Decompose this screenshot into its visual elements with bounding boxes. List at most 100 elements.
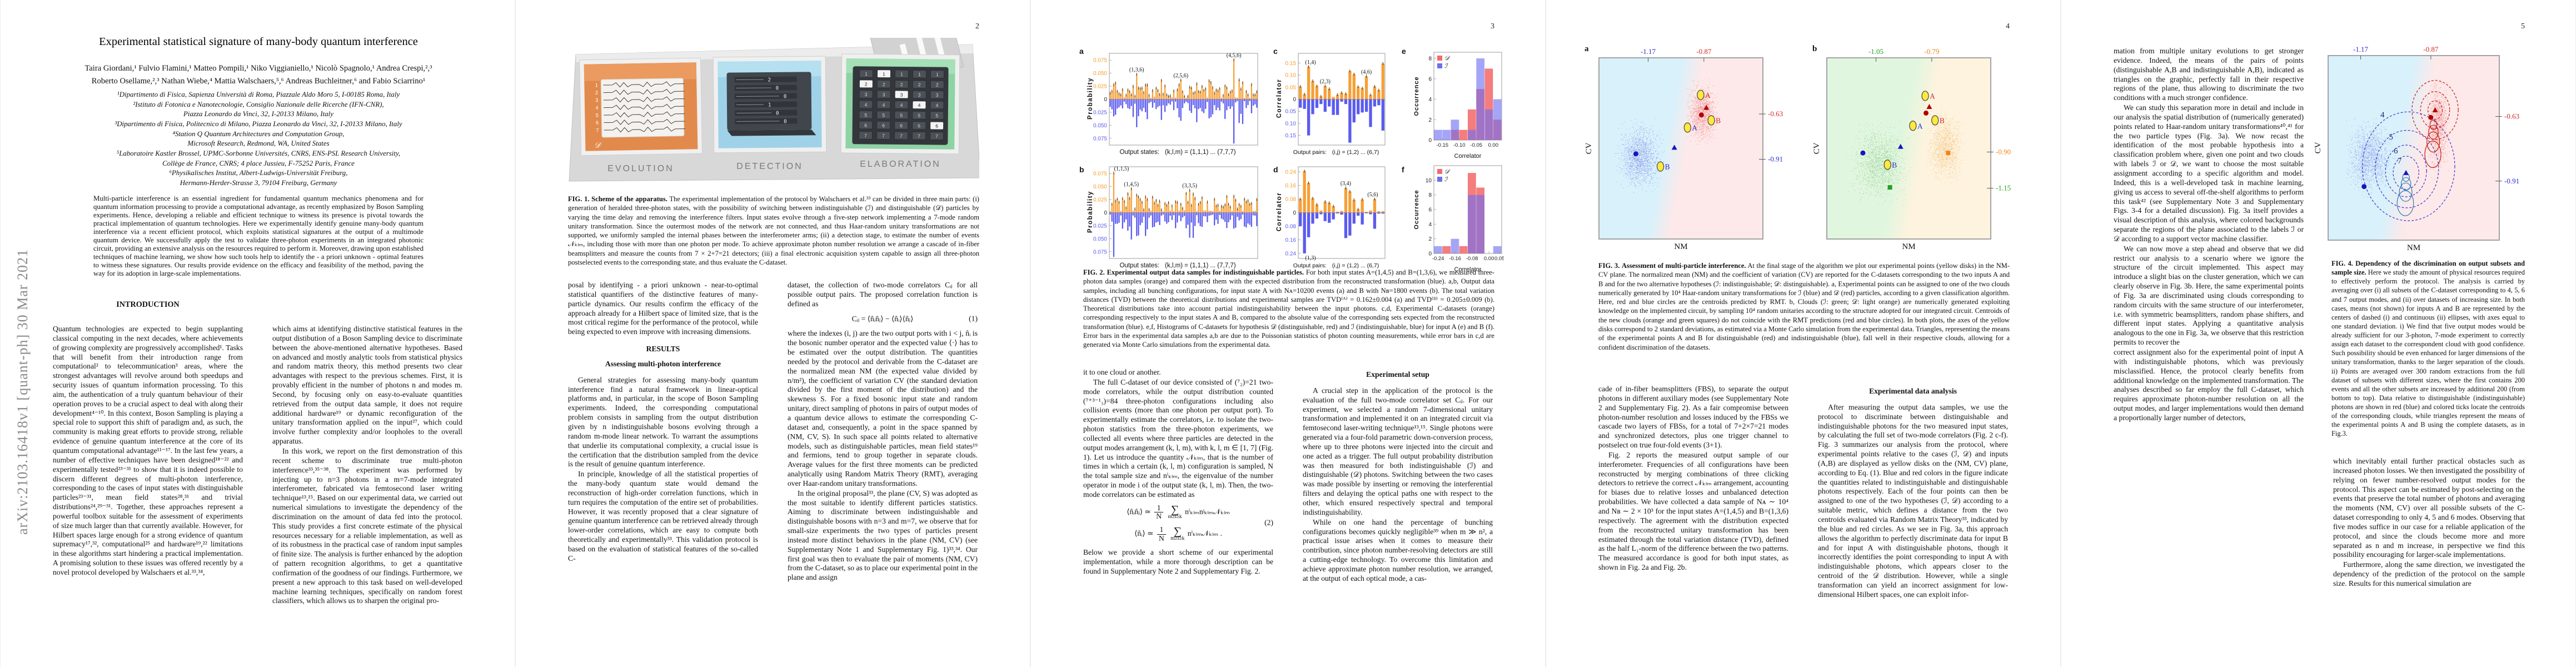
- svg-text:0.15: 0.15: [1285, 133, 1297, 139]
- figure-2d-correlator-bars: 0.24 0.16 0.08 0 0.08 0.16 0.24 (3,4) (5,6) (1,3)…: [1275, 162, 1388, 264]
- svg-text:2: 2: [918, 82, 921, 87]
- svg-text:0.050: 0.050: [1093, 123, 1107, 129]
- equation-1-expression: Cᵢⱼ = ⟨n̂ᵢn̂ⱼ⟩ − ⟨n̂ᵢ⟩⟨n̂ⱼ⟩: [851, 314, 914, 323]
- svg-text:-0.79: -0.79: [1924, 47, 1939, 56]
- svg-text:𝒟: 𝒟: [1444, 55, 1451, 62]
- svg-text:0: 0: [1428, 138, 1432, 144]
- svg-text:0.075: 0.075: [1093, 171, 1107, 177]
- svg-text:2: 2: [768, 77, 771, 83]
- svg-text:NM: NM: [1902, 242, 1915, 251]
- svg-text:4: 4: [2380, 111, 2385, 120]
- svg-text:0: 0: [1293, 97, 1296, 103]
- panel-letter-a: a: [1079, 47, 1084, 56]
- panel-letter-f: f: [1402, 165, 1404, 174]
- paragraph: correct assignment also for the experime…: [2114, 348, 2304, 422]
- svg-text:A: A: [1917, 122, 1923, 130]
- equation-1-tag: (1): [969, 314, 978, 323]
- svg-text:5: 5: [918, 113, 920, 118]
- svg-text:6: 6: [935, 123, 938, 129]
- svg-text:Occurrence: Occurrence: [1413, 190, 1420, 229]
- svg-text:(1,3): (1,3): [1305, 255, 1316, 261]
- svg-text:1: 1: [883, 71, 885, 77]
- svg-text:3: 3: [936, 92, 939, 98]
- figure-3-caption: FIG. 3. Assessment of multi-particle int…: [1598, 262, 2010, 351]
- svg-text:5: 5: [2389, 133, 2393, 142]
- column-left: it to one cloud or another. The full C-d…: [1083, 368, 1273, 639]
- svg-text:𝒟: 𝒟: [594, 141, 602, 150]
- svg-text:8: 8: [1428, 192, 1432, 198]
- affiliation: Hermann-Herder-Strasse 3, 79104 Freiburg…: [180, 179, 337, 187]
- svg-text:0.10: 0.10: [1285, 121, 1297, 127]
- affiliations: ¹Dipartimento di Fisica, Sapienza Univer…: [42, 90, 475, 188]
- svg-text:Correlator: Correlator: [1276, 79, 1283, 118]
- page-2: 2 1 2 3 4 5 6 7 𝒟 EVOLUTION 2 0 0 1 0 0 DETECTION 1 2 3 4 5 6…: [515, 0, 1030, 667]
- paragraph: In principle, knowledge of all the stati…: [568, 470, 758, 563]
- svg-text:6: 6: [900, 123, 903, 128]
- svg-text:0.16: 0.16: [1285, 237, 1297, 243]
- paragraph: We can now move a step ahead and observe…: [2114, 244, 2304, 347]
- svg-text:1: 1: [936, 72, 939, 77]
- figure-2f-histogram: 0 2 4 6 8 10 -0.24 -0.16 -0.08 0.00 0.05 Correlator…: [1413, 162, 1504, 276]
- panel-letter-d: d: [1273, 165, 1278, 174]
- svg-text:-0.10: -0.10: [1453, 142, 1466, 148]
- paragraph: where the indexes (i, j) are the two out…: [788, 329, 978, 487]
- svg-text:0.24: 0.24: [1285, 170, 1297, 176]
- paragraph: it to one cloud or another.: [1083, 368, 1161, 376]
- svg-text:0.00: 0.00: [1484, 256, 1494, 262]
- svg-text:3: 3: [865, 92, 868, 97]
- svg-text:B: B: [1892, 161, 1897, 169]
- author-line: Roberto Osellame,²,³ Nathan Wiebe,⁴ Matt…: [91, 76, 426, 86]
- caption-title: Scheme of the apparatus.: [591, 195, 667, 203]
- paragraph: After measuring the output data samples,…: [1818, 402, 2008, 599]
- paragraph: Quantum technologies are expected to beg…: [53, 325, 243, 576]
- svg-text:0: 0: [1293, 210, 1296, 216]
- affiliation: Microsoft Research, Redmond, WA, United …: [187, 140, 330, 148]
- svg-text:-0.87: -0.87: [1696, 47, 1712, 56]
- svg-text:(5,6): (5,6): [1367, 192, 1378, 198]
- equation-2-tag: (2): [1264, 518, 1273, 527]
- svg-text:-1.17: -1.17: [2353, 45, 2369, 53]
- svg-text:7: 7: [918, 133, 920, 139]
- svg-text:5: 5: [882, 112, 885, 118]
- svg-text:-1.15: -1.15: [1996, 184, 2011, 192]
- svg-text:0.05: 0.05: [1285, 84, 1297, 91]
- panel-letter-c: c: [1273, 47, 1278, 56]
- svg-text:5: 5: [935, 113, 938, 118]
- svg-text:0: 0: [784, 94, 787, 99]
- page-1: arXiv:2103.16418v1 [quant-ph] 30 Mar 202…: [0, 0, 515, 667]
- svg-text:0.025: 0.025: [1093, 197, 1107, 203]
- svg-text:B: B: [1716, 116, 1721, 125]
- column-right: Experimental data analysis After measuri…: [1818, 385, 2008, 639]
- svg-text:(1,4): (1,4): [1305, 59, 1316, 66]
- affiliation: Piazza Leonardo da Vinci, 32, I-20133 Mi…: [183, 110, 333, 118]
- figure-3a-nm-cv-scatter: -1.17 -0.87 -0.63 -0.91 A B A B NM CV: [1585, 44, 1788, 254]
- paragraph: which inevitably entail further practica…: [2333, 457, 2525, 559]
- svg-text:(4,6): (4,6): [1361, 69, 1372, 75]
- svg-text:0.08: 0.08: [1285, 223, 1297, 230]
- paragraph: In this work, we report on the first dem…: [272, 446, 462, 605]
- svg-text:0.05: 0.05: [1285, 109, 1297, 115]
- column-right: which inevitably entail further practica…: [2333, 457, 2525, 639]
- svg-text:-0.87: -0.87: [2423, 45, 2439, 53]
- svg-text:-0.15: -0.15: [1436, 142, 1448, 148]
- figure-2a-xlabel: Output states: (k,l,m) = (1,1,1) ... (7,7…: [1119, 149, 1236, 156]
- svg-text:Probability: Probability: [1087, 77, 1094, 120]
- svg-text:A: A: [1692, 124, 1697, 132]
- svg-text:2: 2: [936, 82, 939, 88]
- svg-text:3: 3: [918, 92, 921, 98]
- svg-text:0: 0: [776, 86, 779, 91]
- paragraph: We can study this separation more in det…: [2114, 103, 2304, 243]
- svg-text:-0.16: -0.16: [1449, 256, 1461, 262]
- svg-text:0.05: 0.05: [1494, 256, 1504, 262]
- svg-text:2: 2: [865, 81, 868, 87]
- figure-2c-correlator-bars: 0.15 0.10 0.05 0 0.05 0.10 0.15 (1,4) (2,3) (4,6)…: [1275, 49, 1388, 151]
- svg-text:A: A: [1930, 92, 1935, 100]
- svg-text:-0.91: -0.91: [1768, 155, 1783, 163]
- svg-text:NM: NM: [1674, 242, 1687, 251]
- svg-text:(2,5,6): (2,5,6): [1173, 73, 1188, 79]
- svg-text:0.075: 0.075: [1093, 249, 1107, 255]
- svg-text:-0.24: -0.24: [1432, 256, 1444, 262]
- arxiv-watermark: arXiv:2103.16418v1 [quant-ph] 30 Mar 202…: [14, 249, 31, 535]
- svg-text:(3,3,5): (3,3,5): [1182, 183, 1197, 189]
